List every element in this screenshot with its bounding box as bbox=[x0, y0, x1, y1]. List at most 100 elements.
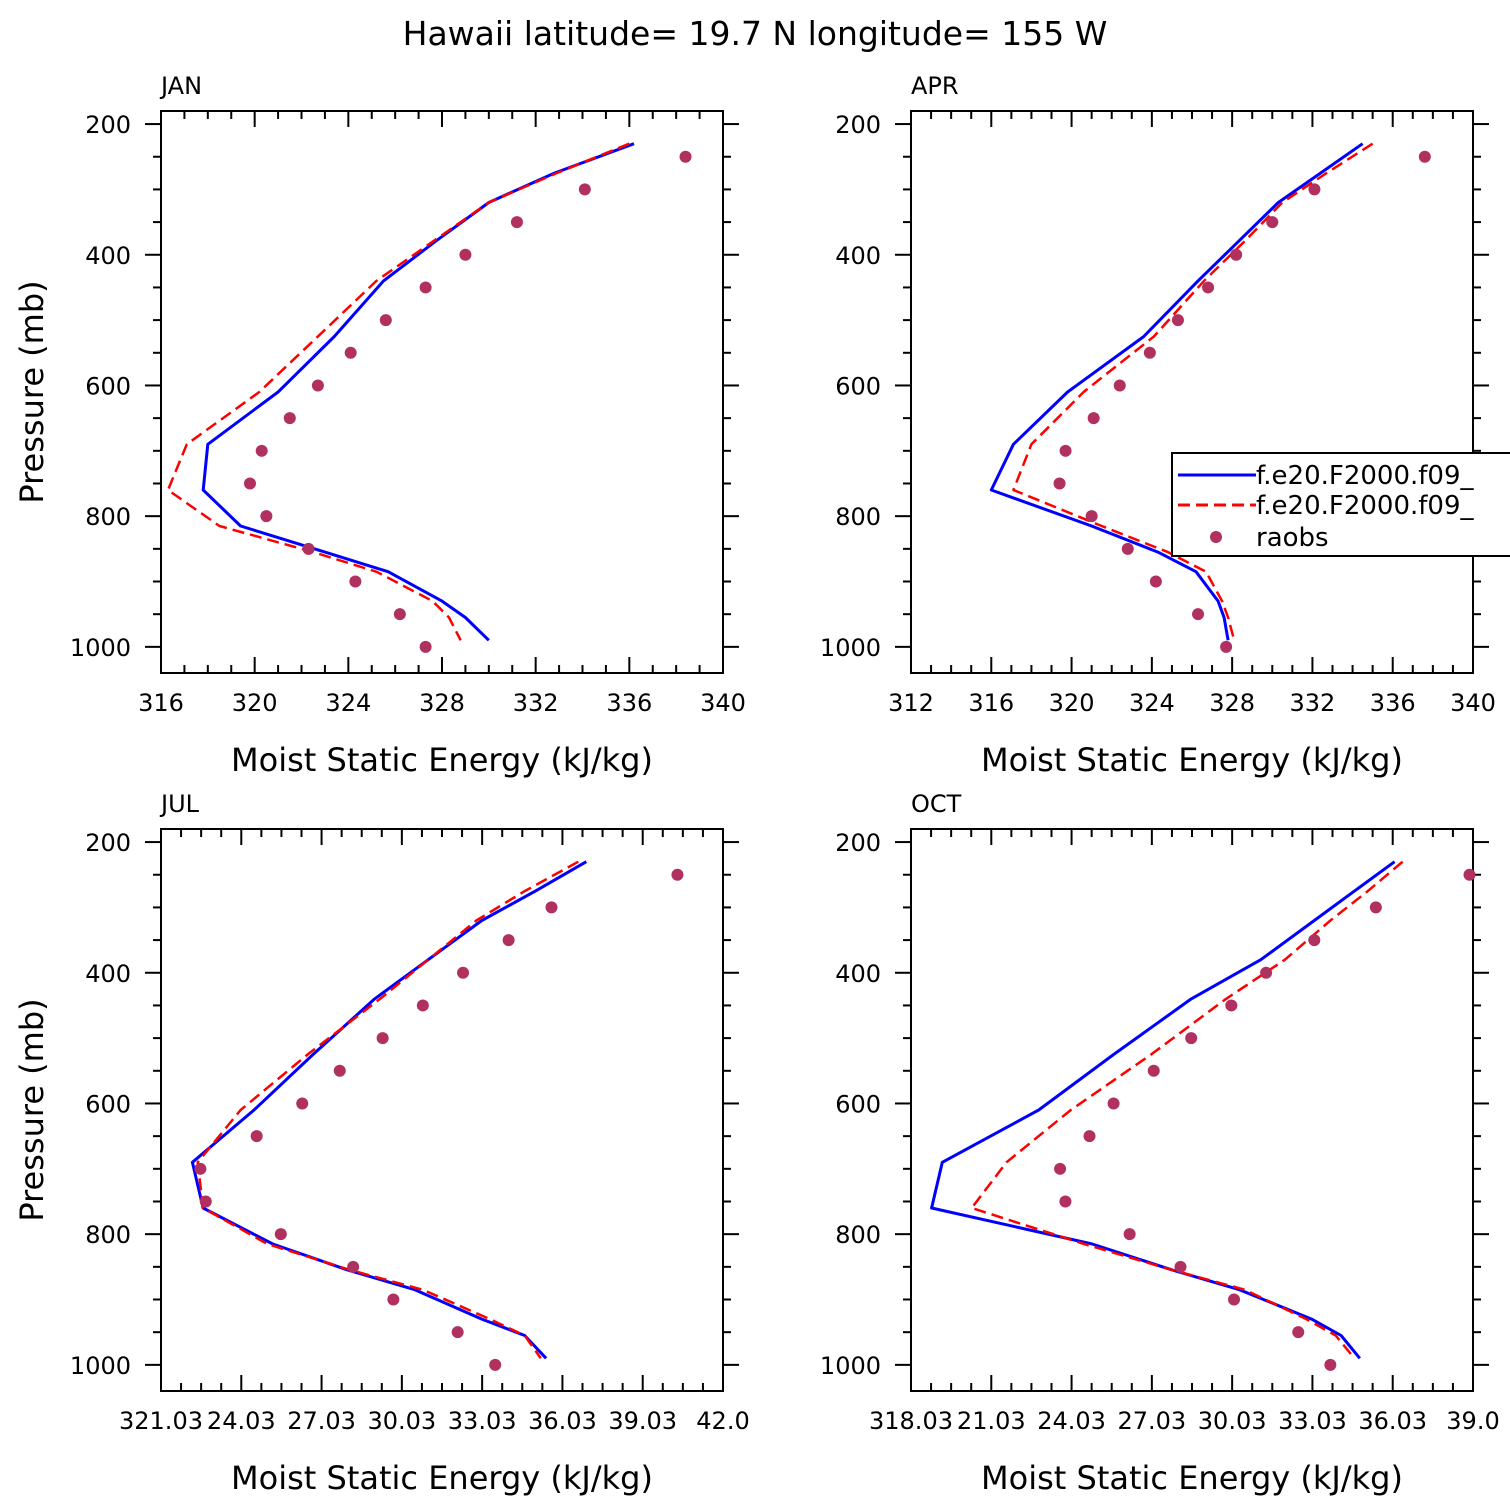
raobs-point bbox=[1083, 1130, 1096, 1143]
raobs-point bbox=[1230, 248, 1243, 261]
raobs-point bbox=[419, 281, 432, 294]
raobs-point bbox=[545, 901, 558, 914]
x-tick-label: 27.03 bbox=[287, 1407, 356, 1435]
raobs-point bbox=[578, 183, 591, 196]
raobs-point bbox=[1192, 608, 1205, 621]
raobs-point bbox=[1260, 966, 1273, 979]
x-tick-label: 24.03 bbox=[1037, 1407, 1106, 1435]
raobs-point bbox=[1418, 150, 1431, 163]
y-tick-label: 400 bbox=[835, 960, 881, 988]
x-tick-label: 33.03 bbox=[448, 1407, 517, 1435]
series-line-blue-solid bbox=[201, 142, 635, 642]
raobs-point bbox=[1059, 444, 1072, 457]
x-tick-label: 324 bbox=[325, 689, 371, 717]
plot-frame bbox=[910, 110, 1474, 674]
raobs-point bbox=[393, 608, 406, 621]
y-tick-label: 600 bbox=[835, 1090, 881, 1118]
panel-title: JAN bbox=[159, 72, 202, 100]
raobs-point bbox=[302, 542, 315, 555]
plot-frame bbox=[160, 110, 724, 674]
y-tick-label: 400 bbox=[85, 242, 131, 270]
x-tick-label: 30.03 bbox=[1198, 1407, 1267, 1435]
x-tick-label: 21.03 bbox=[957, 1407, 1026, 1435]
raobs-point bbox=[311, 379, 324, 392]
series-line-red-dashed bbox=[166, 142, 630, 641]
raobs-point bbox=[451, 1326, 464, 1339]
legend-label: f.e20.F2000.f09_ bbox=[1256, 461, 1474, 491]
raobs-point bbox=[296, 1097, 309, 1110]
raobs-point bbox=[347, 1260, 360, 1273]
raobs-point bbox=[1369, 901, 1382, 914]
y-tick-label: 1000 bbox=[70, 634, 131, 662]
raobs-point bbox=[416, 999, 429, 1012]
x-tick-label: 321.03 bbox=[119, 1407, 203, 1435]
legend-label: f.e20.F2000.f09_ bbox=[1256, 491, 1474, 521]
plot-frame bbox=[160, 828, 724, 1392]
raobs-point bbox=[1053, 477, 1066, 490]
raobs-point bbox=[1087, 412, 1100, 425]
raobs-point bbox=[1463, 868, 1476, 881]
panel-jul: JUL 321.03 24.03 27.03 30.03 33.03 36.03 39.03 4… bbox=[13, 790, 750, 1497]
legend-marker bbox=[1210, 531, 1222, 543]
x-tick-label: 340 bbox=[700, 689, 746, 717]
raobs-point bbox=[1085, 510, 1098, 523]
y-tick-label: 600 bbox=[85, 372, 131, 400]
raobs-point bbox=[376, 1032, 389, 1045]
raobs-point bbox=[1308, 934, 1321, 947]
x-tick-label: 328 bbox=[1209, 689, 1255, 717]
raobs-point bbox=[1225, 999, 1238, 1012]
y-tick-label: 400 bbox=[85, 960, 131, 988]
series-line-red-dashed bbox=[970, 860, 1404, 1360]
x-tick-label: 328 bbox=[419, 689, 465, 717]
raobs-point bbox=[671, 868, 684, 881]
raobs-point bbox=[344, 346, 357, 359]
panel-apr: APR 312 316 320 324 328 332 336 340 200 400 600 800 1… bbox=[820, 72, 1496, 779]
raobs-point bbox=[1202, 281, 1215, 294]
series-line-red-dashed bbox=[1012, 142, 1374, 641]
raobs-point bbox=[1171, 314, 1184, 327]
raobs-point bbox=[510, 216, 523, 229]
x-tick-label: 336 bbox=[606, 689, 652, 717]
x-tick-label: 36.03 bbox=[1358, 1407, 1427, 1435]
y-tick-label: 600 bbox=[835, 372, 881, 400]
x-tick-label: 324 bbox=[1129, 689, 1175, 717]
raobs-point bbox=[419, 640, 432, 653]
raobs-point bbox=[274, 1228, 287, 1241]
raobs-point bbox=[1107, 1097, 1120, 1110]
raobs-point bbox=[243, 477, 256, 490]
x-tick-label: 39.03 bbox=[608, 1407, 677, 1435]
x-tick-label: 340 bbox=[1450, 689, 1496, 717]
panel-jan: JAN 316 320 324 328 332 336 340 200 400 600 800 1000… bbox=[13, 72, 746, 779]
x-tick-label: 42.0 bbox=[696, 1407, 749, 1435]
raobs-point bbox=[1149, 575, 1162, 588]
chart-panels: JAN 316 320 324 328 332 336 340 200 400 600 800 1000… bbox=[13, 72, 1500, 1497]
y-tick-label: 200 bbox=[85, 111, 131, 139]
raobs-point bbox=[194, 1162, 207, 1175]
raobs-point bbox=[1121, 542, 1134, 555]
y-tick-label: 200 bbox=[835, 111, 881, 139]
x-tick-label: 36.03 bbox=[528, 1407, 597, 1435]
raobs-point bbox=[387, 1293, 400, 1306]
raobs-point bbox=[333, 1064, 346, 1077]
x-tick-label: 30.03 bbox=[367, 1407, 436, 1435]
y-tick-label: 800 bbox=[85, 503, 131, 531]
y-tick-label: 800 bbox=[835, 503, 881, 531]
raobs-point bbox=[1059, 1195, 1072, 1208]
y-axis-label: Pressure (mb) bbox=[13, 280, 51, 503]
y-axis-label: Pressure (mb) bbox=[13, 998, 51, 1221]
legend: f.e20.F2000.f09_f.e20.F2000.f09_raobs bbox=[1171, 452, 1510, 557]
raobs-point bbox=[1266, 216, 1279, 229]
raobs-point bbox=[1292, 1326, 1305, 1339]
y-tick-label: 200 bbox=[835, 829, 881, 857]
x-tick-label: 316 bbox=[138, 689, 184, 717]
raobs-point bbox=[459, 248, 472, 261]
x-tick-label: 33.03 bbox=[1278, 1407, 1347, 1435]
x-tick-label: 27.03 bbox=[1117, 1407, 1186, 1435]
raobs-point bbox=[1113, 379, 1126, 392]
legend-label: raobs bbox=[1256, 523, 1329, 553]
series-line-blue-solid bbox=[989, 142, 1364, 641]
panel-title: APR bbox=[911, 72, 959, 100]
raobs-point bbox=[489, 1358, 502, 1371]
x-axis-label: Moist Static Energy (kJ/kg) bbox=[981, 741, 1403, 779]
